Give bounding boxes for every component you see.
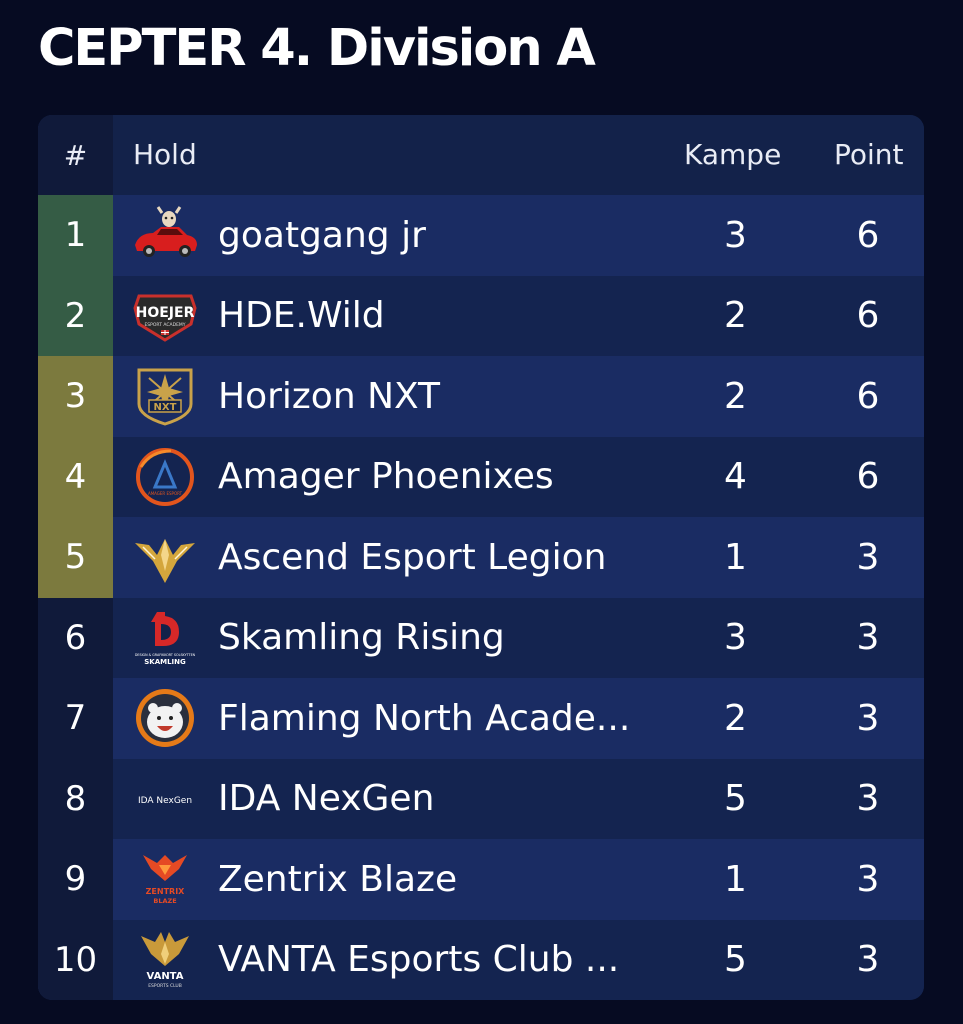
points-cell: 6 <box>856 214 880 256</box>
team-name[interactable]: IDA NexGen <box>218 778 435 820</box>
points-cell: 3 <box>856 939 880 981</box>
nxt-logo-text: NXT <box>154 402 177 413</box>
table-row[interactable]: 9 ZENTRIX BLAZE Zentrix Blaze 1 3 <box>38 839 924 920</box>
rank-cell: 4 <box>38 436 113 517</box>
team-name[interactable]: goatgang jr <box>218 214 426 256</box>
matches-cell: 1 <box>724 858 747 900</box>
vanta-logo-sub: ESPORTS CLUB <box>148 983 182 989</box>
amager-logo-text: AMAGER ESPORT <box>148 491 183 496</box>
table-row[interactable]: 8 IDA NexGen IDA NexGen 5 3 <box>38 758 924 839</box>
matches-cell: 2 <box>724 697 747 739</box>
goat-car-logo <box>131 203 199 267</box>
rank-cell: 2 <box>38 275 113 356</box>
rank-cell: 5 <box>38 517 113 598</box>
hoejer-logo-text: HOEJER <box>136 305 195 321</box>
ida-logo-text: IDA NexGen <box>138 796 192 806</box>
rank-cell: 8 <box>38 758 113 839</box>
matches-cell: 5 <box>724 939 747 981</box>
team-name[interactable]: VANTA Esports Club ... <box>218 939 620 981</box>
table-row[interactable]: 10 VANTA ESPORTS CLUB VANTA Esports Club… <box>38 919 924 1000</box>
vanta-phoenix-logo: VANTA ESPORTS CLUB <box>131 928 199 992</box>
header-rank: # <box>38 115 113 195</box>
matches-cell: 1 <box>724 536 747 578</box>
header-matches: Kampe <box>684 138 782 171</box>
skamling-logo: DESIGN & GRAFIKKORT SOLSKYTTEN SKAMLING <box>131 606 199 670</box>
header-team: Hold <box>133 138 197 171</box>
points-cell: 3 <box>856 778 880 820</box>
matches-cell: 3 <box>724 214 747 256</box>
points-cell: 6 <box>856 456 880 498</box>
matches-cell: 2 <box>724 375 747 417</box>
team-name[interactable]: Ascend Esport Legion <box>218 536 607 578</box>
team-name[interactable]: Flaming North Acade... <box>218 697 631 739</box>
table-row[interactable]: 2 HOEJER ESPORT ACADEMY HDE.Wild 2 6 <box>38 275 924 356</box>
matches-cell: 2 <box>724 295 747 337</box>
rank-cell: 7 <box>38 678 113 759</box>
vanta-logo-text: VANTA <box>147 971 184 982</box>
matches-cell: 5 <box>724 778 747 820</box>
hoejer-logo: HOEJER ESPORT ACADEMY <box>131 284 199 348</box>
ida-nexgen-logo: IDA NexGen <box>131 767 199 831</box>
matches-cell: 4 <box>724 456 747 498</box>
nxt-star-logo: NXT <box>131 364 199 428</box>
zentrix-logo-text: ZENTRIX <box>146 887 186 896</box>
hoejer-logo-sub: ESPORT ACADEMY <box>144 322 185 328</box>
rank-cell: 6 <box>38 597 113 678</box>
zentrix-logo-sub: BLAZE <box>153 897 176 905</box>
standings-table: # Hold Kampe Point 1 goatgang jr 3 6 2 HOEJ… <box>38 115 924 1000</box>
team-name[interactable]: Horizon NXT <box>218 375 441 417</box>
table-row[interactable]: 1 goatgang jr 3 6 <box>38 195 924 276</box>
table-row[interactable]: 6 DESIGN & GRAFIKKORT SOLSKYTTEN SKAMLIN… <box>38 597 924 678</box>
matches-cell: 3 <box>724 617 747 659</box>
rank-cell: 9 <box>38 839 113 920</box>
ascend-wings-logo <box>131 525 199 589</box>
table-header: # Hold Kampe Point <box>38 115 924 195</box>
team-name[interactable]: Amager Phoenixes <box>218 456 554 498</box>
skamling-logo-sub: DESIGN & GRAFIKKORT SOLSKYTTEN <box>135 653 196 657</box>
table-row[interactable]: 5 Ascend Esport Legion 1 3 <box>38 517 924 598</box>
rank-cell: 1 <box>38 195 113 276</box>
points-cell: 6 <box>856 375 880 417</box>
page-title: CEPTER 4. Division A <box>38 19 596 78</box>
rank-cell: 10 <box>38 919 113 1000</box>
table-row[interactable]: 3 NXT Horizon NXT 2 6 <box>38 356 924 437</box>
skamling-logo-text: SKAMLING <box>144 658 186 666</box>
table-row[interactable]: 4 AMAGER ESPORT Amager Phoenixes 4 6 <box>38 436 924 517</box>
rank-cell: 3 <box>38 356 113 437</box>
team-name[interactable]: Skamling Rising <box>218 617 505 659</box>
team-name[interactable]: HDE.Wild <box>218 295 385 337</box>
points-cell: 3 <box>856 697 880 739</box>
points-cell: 3 <box>856 858 880 900</box>
polar-bear-logo <box>131 686 199 750</box>
amager-ring-logo: AMAGER ESPORT <box>131 445 199 509</box>
zentrix-logo: ZENTRIX BLAZE <box>131 847 199 911</box>
points-cell: 3 <box>856 617 880 659</box>
points-cell: 6 <box>856 295 880 337</box>
team-name[interactable]: Zentrix Blaze <box>218 858 458 900</box>
header-points: Point <box>834 138 904 171</box>
table-row[interactable]: 7 Flaming North Acade... 2 3 <box>38 678 924 759</box>
points-cell: 3 <box>856 536 880 578</box>
